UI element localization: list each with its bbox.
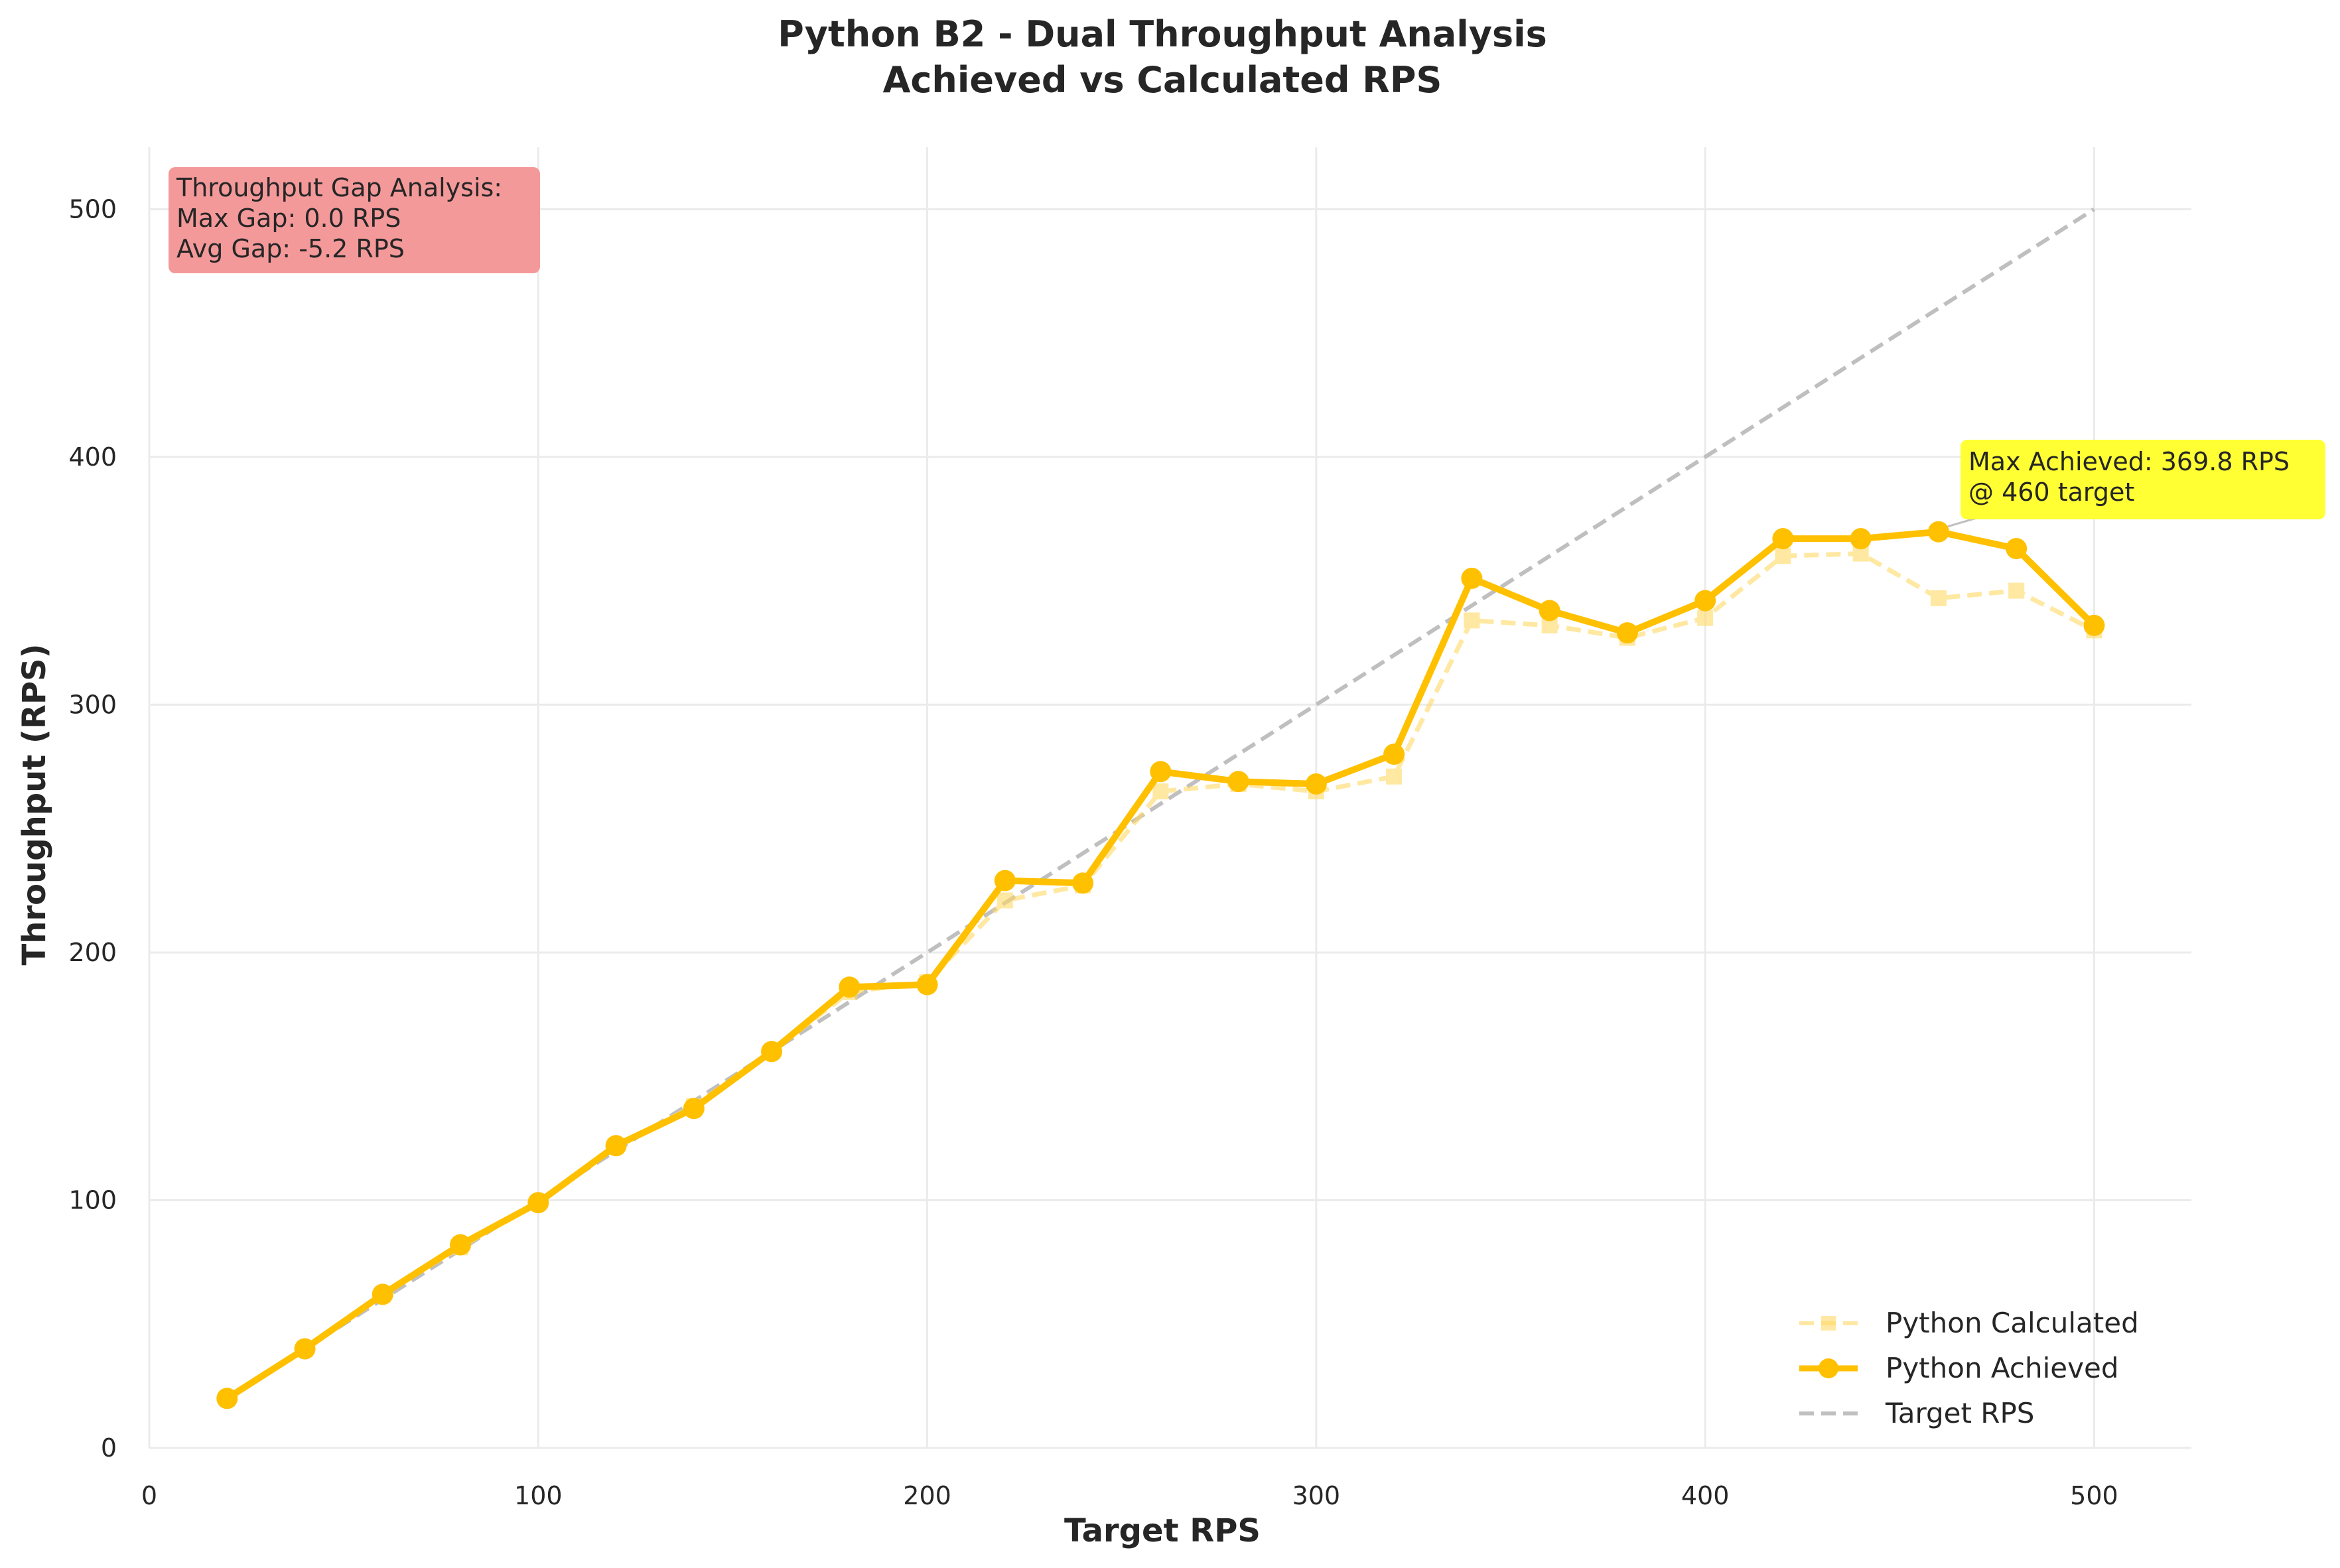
achieved-point-20 [1772,528,1794,550]
y-tick-label-1: 100 [68,1185,117,1214]
calculated-point-20 [1775,548,1791,564]
achieved-point-0 [216,1388,238,1409]
series-python-achieved [216,521,2105,1409]
series-line-python-calculated [226,551,2096,1401]
achieved-point-17 [1539,600,1560,621]
achieved-point-11 [1072,872,1094,894]
series-line-python-achieved [225,528,2097,1402]
achieved-point-14 [1305,773,1327,795]
chart-title: Python B2 - Dual Throughput Analysis [778,13,1547,55]
achieved-point-12 [1150,761,1172,783]
max-achieved-annotation: Max Achieved: 369.8 RPS @ 460 target [1961,440,2325,519]
gap-analysis-max-gap: Max Gap: 0.0 RPS [176,204,401,233]
achieved-point-24 [2083,614,2105,636]
legend-marker-calculated [1821,1316,1836,1331]
y-tick-label-4: 400 [68,442,117,472]
x-axis-label: Target RPS [1064,1512,1261,1549]
series-line-target-rps [226,207,2096,1400]
calculated-point-23 [2008,582,2025,599]
achieved-point-1 [294,1338,316,1360]
gap-analysis-background [169,167,540,273]
gap-analysis-avg-gap: Avg Gap: -5.2 RPS [176,234,405,263]
achieved-point-5 [605,1135,627,1157]
series-python-calculated [219,545,2102,1407]
legend-label-calculated: Python Calculated [1886,1307,2139,1339]
y-tick-label-3: 300 [68,690,117,719]
calculated-point-16 [1464,612,1480,629]
x-tick-label-5: 500 [2070,1481,2118,1510]
x-tick-label-0: 0 [141,1481,157,1510]
tick-labels: 0 100 200 300 400 500 0 100 200 300 400 500 [68,194,2118,1510]
achieved-point-10 [994,870,1016,891]
achieved-point-22 [1927,521,1949,543]
max-achieved-background [1961,440,2325,519]
series-layer [216,207,2105,1409]
y-tick-label-2: 200 [68,938,117,967]
x-tick-label-2: 200 [903,1481,951,1510]
calculated-point-15 [1386,768,1403,785]
x-tick-label-1: 100 [514,1481,563,1510]
achieved-point-21 [1850,528,1872,550]
x-tick-label-3: 300 [1292,1481,1341,1510]
achieved-point-16 [1461,567,1483,589]
legend-label-achieved: Python Achieved [1886,1352,2119,1384]
gap-analysis-box: Throughput Gap Analysis: Max Gap: 0.0 RP… [169,167,540,273]
legend-item-achieved: Python Achieved [1799,1352,2119,1384]
achieved-point-8 [839,976,860,998]
legend: Python Calculated Python Achieved Target… [1799,1307,2139,1429]
y-tick-label-5: 500 [68,194,117,224]
achieved-point-6 [683,1098,705,1120]
calculated-point-19 [1697,610,1714,626]
x-tick-label-4: 400 [1681,1481,1730,1510]
achieved-point-13 [1227,771,1249,793]
achieved-point-15 [1383,744,1405,765]
calculated-point-12 [1152,783,1169,800]
calculated-point-22 [1930,590,1947,606]
achieved-point-4 [527,1192,549,1214]
legend-marker-achieved [1819,1358,1838,1378]
y-axis-label: Throughput (RPS) [16,643,53,965]
chart-subtitle: Achieved vs Calculated RPS [883,59,1442,101]
achieved-point-7 [761,1041,783,1063]
max-achieved-line2: @ 460 target [1968,478,2134,507]
calculated-point-10 [997,892,1013,909]
achieved-point-18 [1616,622,1638,644]
achieved-point-19 [1694,590,1716,612]
y-tick-label-0: 0 [101,1433,117,1463]
achieved-point-2 [372,1283,393,1305]
achieved-point-23 [2006,538,2028,560]
achieved-point-3 [450,1234,472,1256]
gap-analysis-title: Throughput Gap Analysis: [176,173,502,202]
max-achieved-line1: Max Achieved: 369.8 RPS [1968,447,2290,476]
achieved-point-9 [916,974,938,996]
legend-label-target: Target RPS [1885,1397,2034,1429]
legend-item-calculated: Python Calculated [1799,1307,2139,1339]
legend-item-target: Target RPS [1799,1397,2034,1429]
